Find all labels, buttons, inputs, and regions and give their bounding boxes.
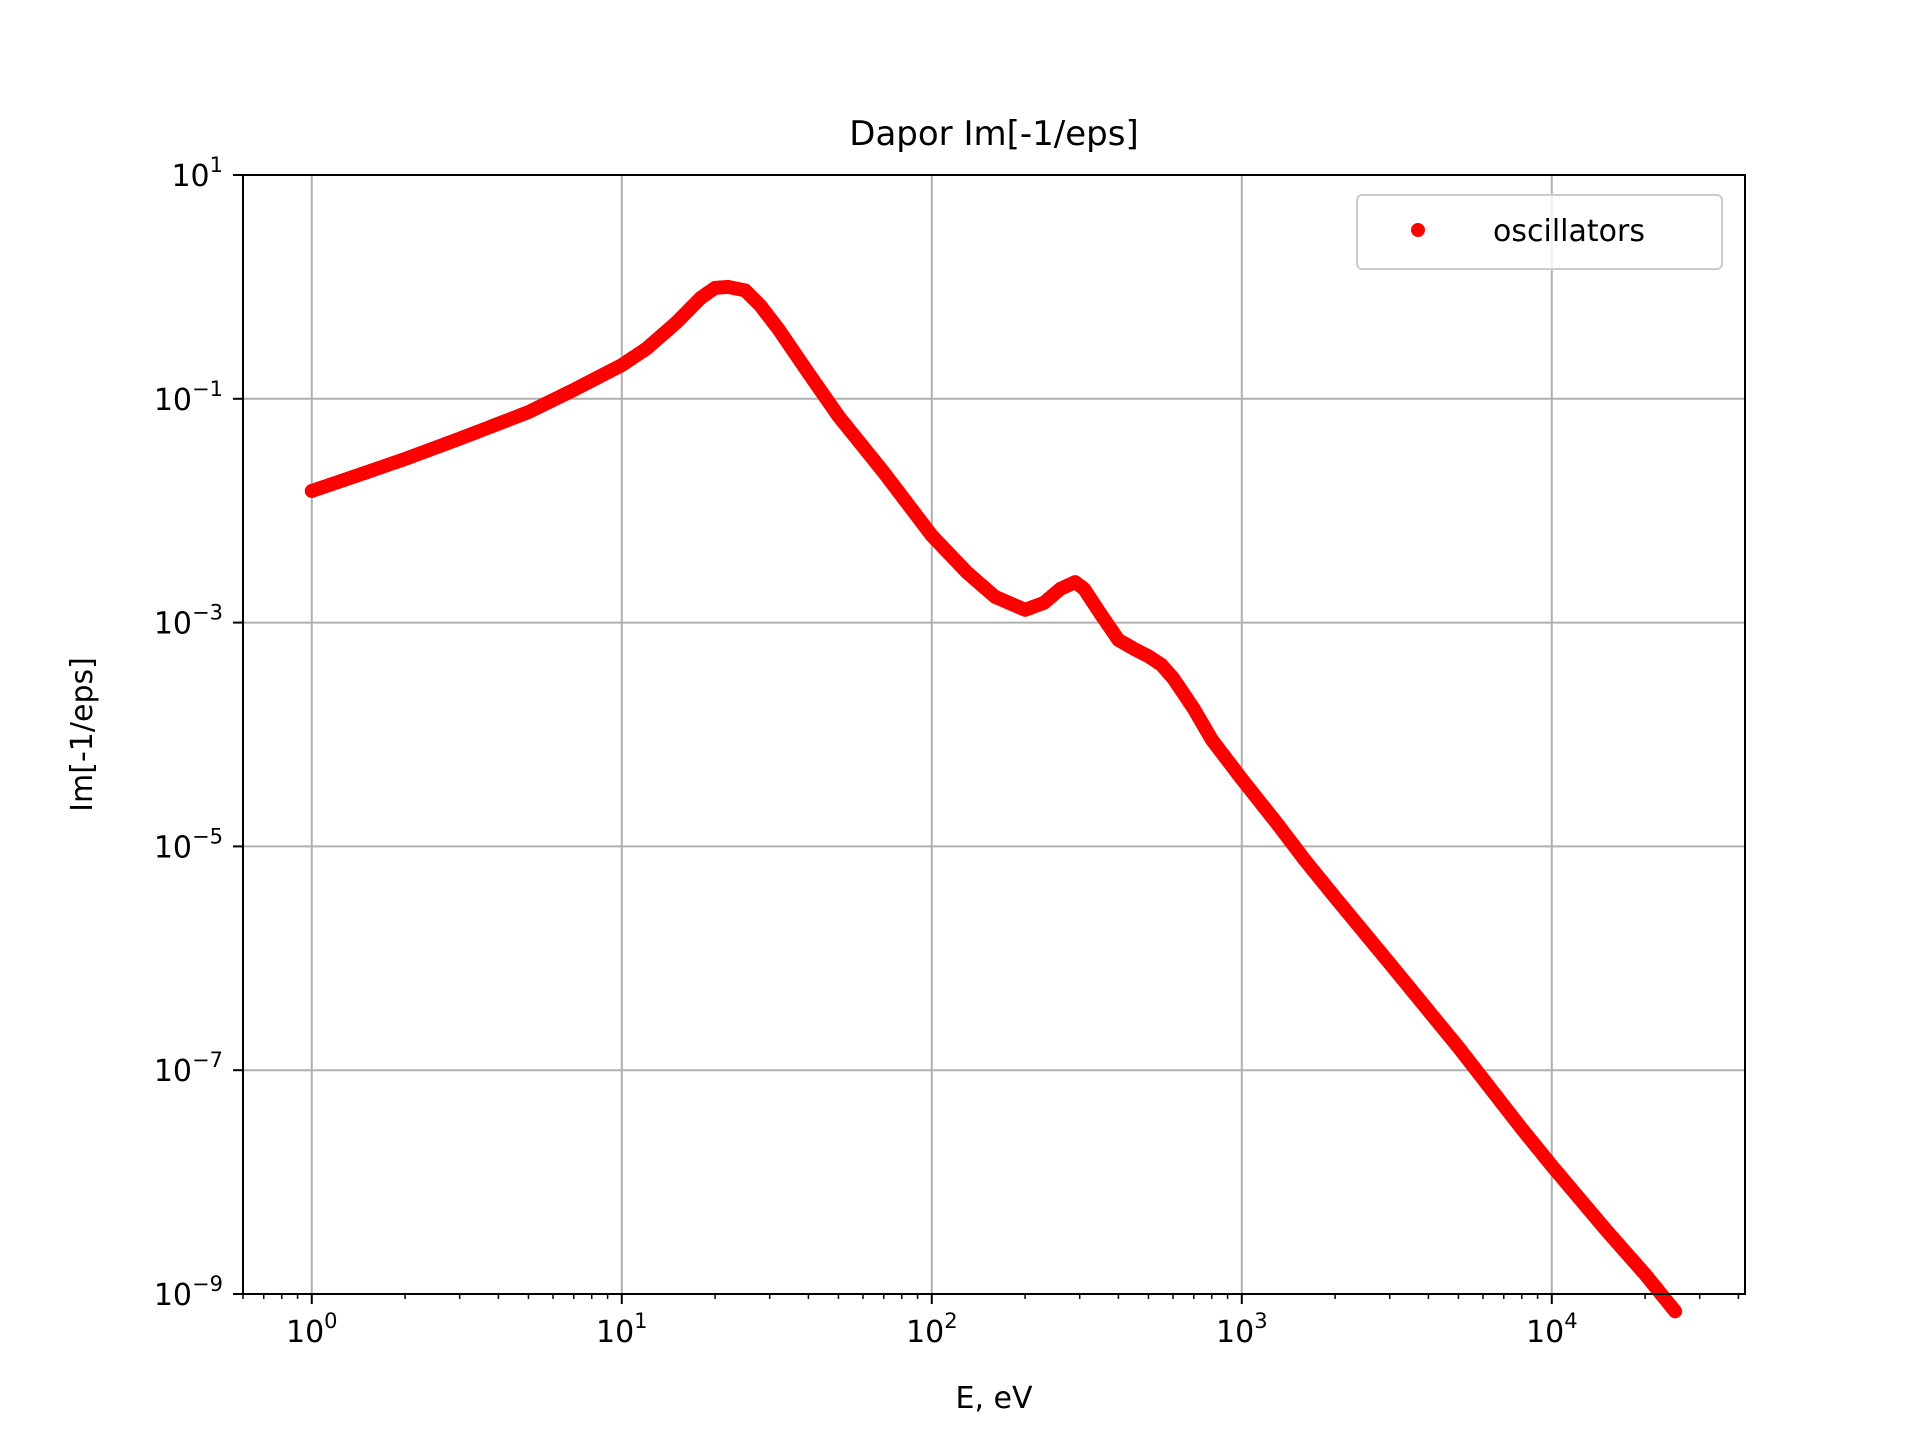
legend: oscillators	[1356, 194, 1723, 270]
x-axis-label: E, eV	[955, 1381, 1032, 1416]
x-tick-label-4: 104	[1526, 1309, 1578, 1350]
y-tick-label-1: 10−1	[154, 377, 223, 418]
x-tick-label-2: 102	[906, 1309, 958, 1350]
x-tick-label-3: 103	[1216, 1309, 1268, 1350]
y-tick-label-2: 10−3	[154, 601, 223, 642]
data-point-793	[1668, 1304, 1683, 1319]
legend-marker	[1411, 223, 1425, 237]
y-tick-label-4: 10−7	[154, 1048, 223, 1089]
y-tick-label-5: 10−9	[154, 1272, 223, 1313]
chart-title: Dapor Im[-1/eps]	[849, 114, 1138, 154]
legend-box	[1356, 194, 1723, 270]
x-tick-label-0: 100	[286, 1309, 338, 1350]
ticks-layer: 100 101 102 103 104 101 10−1 10−3 10−5 10−7 10−9	[154, 153, 1740, 1350]
x-tick-label-1: 101	[596, 1309, 648, 1350]
y-tick-label-3: 10−5	[154, 824, 223, 865]
data-layer	[304, 279, 1683, 1319]
legend-label: oscillators	[1493, 214, 1645, 249]
y-tick-label-0: 101	[171, 153, 223, 194]
plot-frame	[242, 174, 1746, 1295]
y-axis-label: Im[-1/eps]	[65, 657, 100, 812]
